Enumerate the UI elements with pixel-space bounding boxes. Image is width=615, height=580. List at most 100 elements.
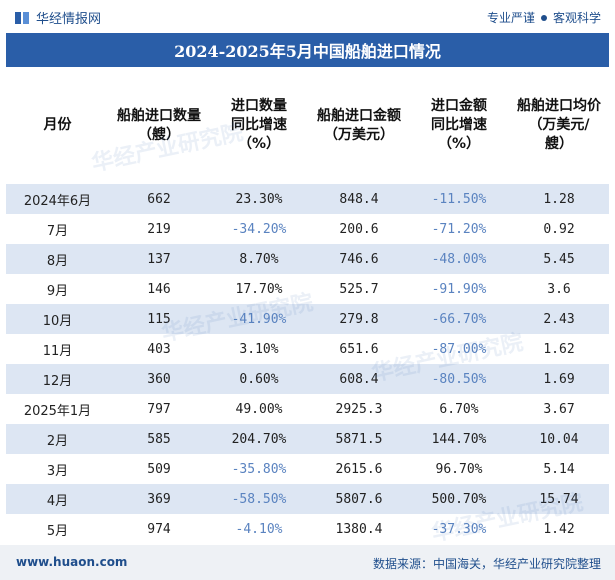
table-row: 2月 585 204.70% 5871.5 144.70% 10.04: [6, 424, 609, 454]
table-cell: 500.70%: [409, 484, 509, 514]
table-cell: 651.6: [339, 341, 379, 357]
table-cell: 146: [147, 281, 171, 297]
table-cell: 797: [147, 401, 171, 417]
table-cell: 115: [109, 304, 209, 334]
table-cell: 1.62: [543, 341, 575, 357]
column-header-month: 月份: [43, 117, 72, 133]
table-title: 2024-2025年5月中国船舶进口情况: [6, 33, 609, 67]
table-cell: 279.8: [309, 304, 409, 334]
tagline-right: 客观科学: [552, 11, 601, 25]
table-cell: 360: [109, 364, 209, 394]
table-cell: 49.00%: [235, 401, 283, 417]
table-cell: 6.70%: [439, 401, 479, 417]
table-cell: -4.10%: [235, 521, 283, 537]
table-cell: 10月: [6, 304, 109, 334]
table-header: 月份 船舶进口数量 （艘） 进口数量 同比增速 （%） 船舶进口金额 （万美元）…: [6, 67, 609, 184]
column-header-amount-yoy: 进口金额 同比增速 （%）: [431, 98, 487, 152]
table-cell: 369: [109, 484, 209, 514]
footer-source: 数据来源：中国海关，华经产业研究院整理: [372, 557, 601, 571]
table-cell: 5871.5: [309, 424, 409, 454]
table-cell: -66.70%: [409, 304, 509, 334]
table-row: 11月 403 3.10% 651.6 -87.00% 1.62: [6, 334, 609, 364]
table-cell: 1.69: [509, 364, 609, 394]
column-header-avg-price: 船舶进口均价 （万美元/ 艘）: [517, 98, 601, 152]
table-row: 2025年1月 797 49.00% 2925.3 6.70% 3.67: [6, 394, 609, 424]
table-cell: 0.60%: [209, 364, 309, 394]
table-row: 5月 974 -4.10% 1380.4 -37.30% 1.42: [6, 514, 609, 544]
table-cell: 8.70%: [209, 244, 309, 274]
tagline-separator-icon: [540, 14, 547, 21]
table-cell: 7月: [46, 223, 69, 239]
table-row: 7月 219 -34.20% 200.6 -71.20% 0.92: [6, 214, 609, 244]
table-cell: 15.74: [509, 484, 609, 514]
table-cell: -37.30%: [431, 521, 487, 537]
table-cell: 746.6: [309, 244, 409, 274]
top-bar: 华经情报网 专业严谨 客观科学: [0, 0, 615, 33]
table-cell: 23.30%: [209, 184, 309, 214]
table-cell: 608.4: [309, 364, 409, 394]
table-cell: 0.92: [543, 221, 575, 237]
table-cell: 585: [109, 424, 209, 454]
table-cell: 204.70%: [209, 424, 309, 454]
footer-site-link[interactable]: www.huaon.com: [16, 555, 128, 569]
footer: www.huaon.com 数据来源：中国海关，华经产业研究院整理: [0, 545, 615, 580]
table-cell: 662: [109, 184, 209, 214]
table-cell: 11月: [42, 343, 73, 359]
table-cell: 12月: [6, 364, 109, 394]
table-cell: 403: [147, 341, 171, 357]
table-cell: 17.70%: [235, 281, 283, 297]
table-cell: -11.50%: [409, 184, 509, 214]
table-cell: -41.90%: [209, 304, 309, 334]
table-cell: 2月: [6, 424, 109, 454]
table-cell: 2925.3: [335, 401, 383, 417]
table-cell: 4月: [6, 484, 109, 514]
brand-logo-icon: [15, 11, 29, 24]
brand: 华经情报网: [14, 8, 101, 27]
table-row: 8月 137 8.70% 746.6 -48.00% 5.45: [6, 244, 609, 274]
brand-name: 华经情报网: [36, 12, 102, 27]
table-cell: -71.20%: [431, 221, 487, 237]
table-cell: -91.90%: [431, 281, 487, 297]
table-cell: 3.10%: [239, 341, 279, 357]
tagline: 专业严谨 客观科学: [487, 9, 601, 26]
table-row: 3月 509 -35.80% 2615.6 96.70% 5.14: [6, 454, 609, 484]
table-cell: 8月: [6, 244, 109, 274]
table-cell: -80.50%: [409, 364, 509, 394]
table-cell: 5807.6: [309, 484, 409, 514]
table-cell: 96.70%: [435, 461, 483, 477]
table-row: 4月 369 -58.50% 5807.6 500.70% 15.74: [6, 484, 609, 514]
table-cell: 9月: [46, 283, 69, 299]
table-cell: 2615.6: [335, 461, 383, 477]
table-cell: 144.70%: [409, 424, 509, 454]
table-cell: -48.00%: [409, 244, 509, 274]
table-cell: 1.28: [509, 184, 609, 214]
table-cell: 219: [147, 221, 171, 237]
table-cell: -35.80%: [231, 461, 287, 477]
table-cell: 3.67: [543, 401, 575, 417]
table-row: 12月 360 0.60% 608.4 -80.50% 1.69: [6, 364, 609, 394]
column-header-quantity-yoy: 进口数量 同比增速 （%）: [231, 98, 287, 152]
table-cell: 3.6: [547, 281, 571, 297]
table-cell: 2024年6月: [6, 184, 109, 214]
table-cell: 509: [147, 461, 171, 477]
table-cell: 10.04: [509, 424, 609, 454]
table-cell: -58.50%: [209, 484, 309, 514]
table-cell: 5.14: [543, 461, 575, 477]
table-row: 10月 115 -41.90% 279.8 -66.70% 2.43: [6, 304, 609, 334]
tagline-left: 专业严谨: [486, 11, 535, 25]
table-cell: 2025年1月: [23, 403, 92, 419]
table-cell: 137: [109, 244, 209, 274]
table-cell: 200.6: [339, 221, 379, 237]
column-header-quantity: 船舶进口数量 （艘）: [117, 107, 201, 143]
table-cell: 525.7: [339, 281, 379, 297]
column-header-amount: 船舶进口金额 （万美元）: [317, 107, 401, 143]
table-cell: 2.43: [509, 304, 609, 334]
table-cell: 1.42: [543, 521, 575, 537]
table-cell: 5月: [46, 523, 69, 539]
table-row: 9月 146 17.70% 525.7 -91.90% 3.6: [6, 274, 609, 304]
table-cell: 3月: [46, 463, 69, 479]
data-table: 2024年6月 662 23.30% 848.4 -11.50% 1.28 7月 219 -34…: [6, 184, 609, 544]
table-cell: -87.00%: [431, 341, 487, 357]
table-cell: 1380.4: [335, 521, 383, 537]
table-cell: 5.45: [509, 244, 609, 274]
